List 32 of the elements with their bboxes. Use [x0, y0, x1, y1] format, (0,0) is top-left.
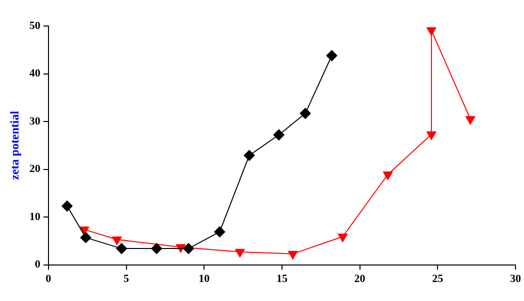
y-tick-label: 20 — [29, 163, 41, 176]
point — [300, 108, 311, 119]
x-tick-label: 0 — [46, 273, 52, 286]
point — [235, 248, 245, 258]
point — [426, 27, 436, 36]
point — [62, 200, 73, 212]
x-tick-label: 20 — [354, 273, 366, 286]
y-tick-label: 0 — [34, 258, 41, 271]
point — [338, 234, 348, 242]
point — [382, 172, 393, 180]
point — [214, 226, 226, 238]
y-tick-label: 50 — [29, 20, 41, 32]
point — [80, 232, 92, 244]
point — [112, 236, 122, 245]
y-tick-label: 10 — [29, 210, 41, 223]
point — [288, 250, 298, 260]
x-tick-label: 10 — [198, 273, 210, 286]
point — [426, 131, 436, 140]
y-tick-label: 40 — [29, 68, 41, 80]
point — [466, 116, 476, 125]
x-tick-label: 5 — [124, 273, 130, 286]
point — [116, 243, 128, 254]
point — [183, 243, 194, 254]
y-tick-label: 30 — [29, 115, 41, 128]
x-tick-label: 30 — [510, 273, 522, 286]
point — [151, 243, 162, 254]
point — [326, 50, 338, 62]
point — [273, 129, 284, 140]
x-tick-label: 15 — [276, 273, 288, 286]
x-tick-label: 25 — [432, 273, 444, 286]
point — [244, 150, 255, 161]
y-axis-title: zeta potential — [7, 110, 22, 180]
